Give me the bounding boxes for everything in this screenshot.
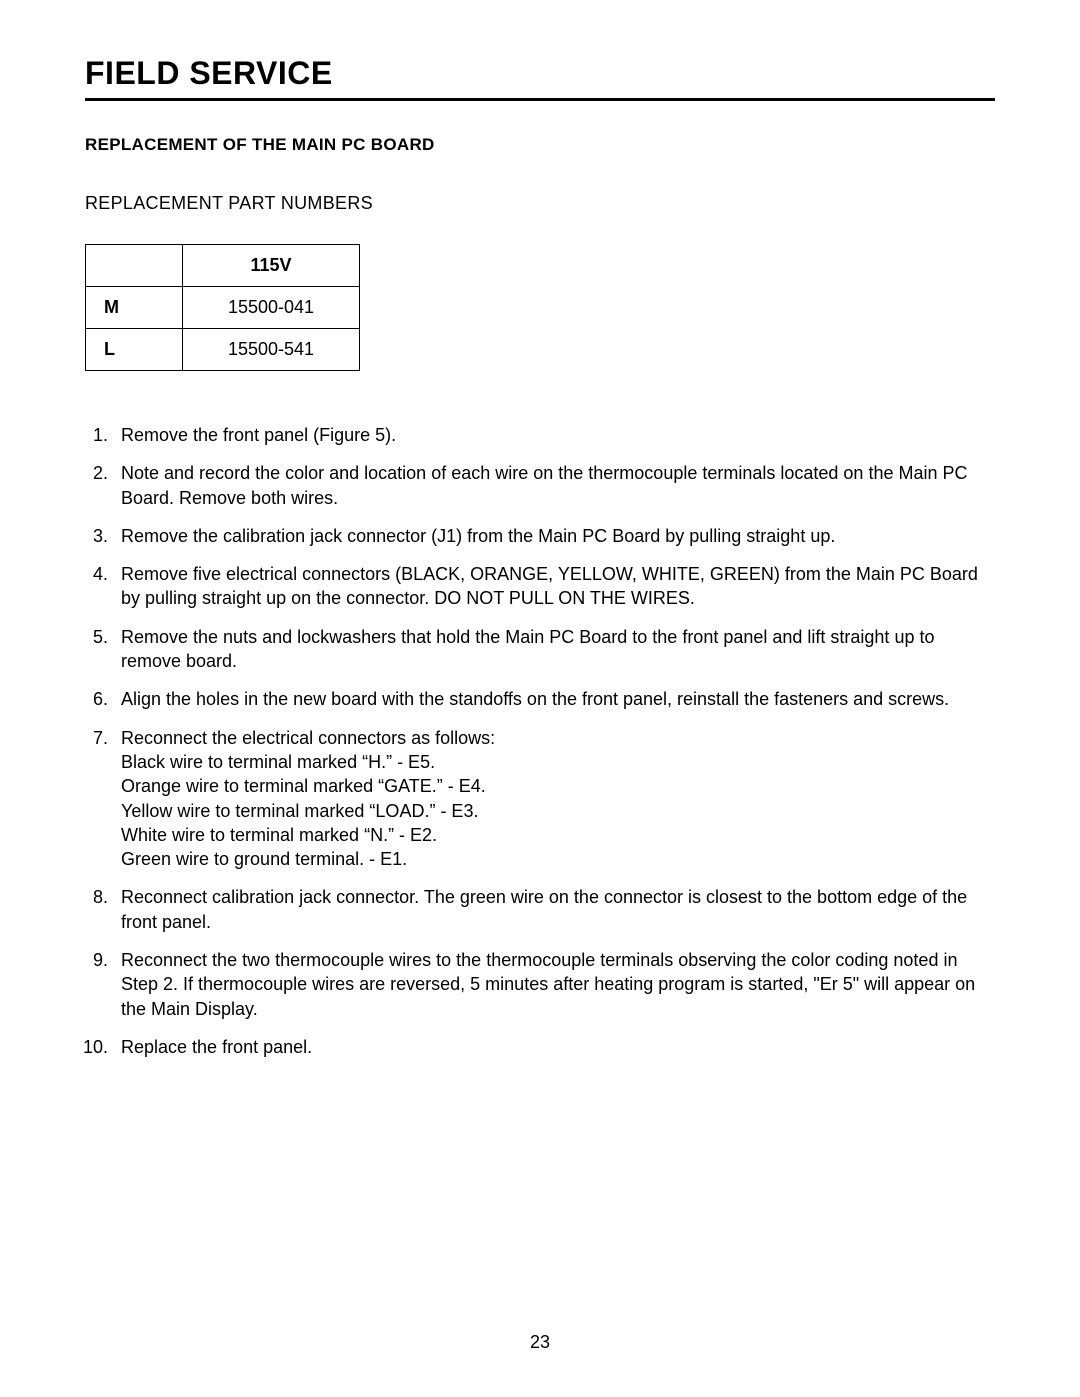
table-row: L 15500-541 xyxy=(86,329,360,371)
list-item: Reconnect calibration jack connector. Th… xyxy=(113,885,995,934)
step-subline: Orange wire to terminal marked “GATE.” -… xyxy=(121,774,995,798)
list-item: Remove the calibration jack connector (J… xyxy=(113,524,995,548)
step-text: Remove five electrical connectors (BLACK… xyxy=(121,564,978,608)
step-subline: Yellow wire to terminal marked “LOAD.” -… xyxy=(121,799,995,823)
list-item: Remove the front panel (Figure 5). xyxy=(113,423,995,447)
step-subline: White wire to terminal marked “N.” - E2. xyxy=(121,823,995,847)
step-text: Remove the nuts and lockwashers that hol… xyxy=(121,627,934,671)
table-header-row: 115V xyxy=(86,245,360,287)
table-row-value: 15500-541 xyxy=(183,329,360,371)
step-text: Reconnect calibration jack connector. Th… xyxy=(121,887,967,931)
list-item: Replace the front panel. xyxy=(113,1035,995,1059)
steps-list: Remove the front panel (Figure 5). Note … xyxy=(85,423,995,1059)
list-item: Align the holes in the new board with th… xyxy=(113,687,995,711)
page: FIELD SERVICE REPLACEMENT OF THE MAIN PC… xyxy=(0,0,1080,1397)
step-text: Note and record the color and location o… xyxy=(121,463,967,507)
table-row-label: L xyxy=(86,329,183,371)
title-rule xyxy=(85,98,995,101)
step-text: Replace the front panel. xyxy=(121,1037,312,1057)
list-item: Reconnect the two thermocouple wires to … xyxy=(113,948,995,1021)
list-item: Reconnect the electrical connectors as f… xyxy=(113,726,995,872)
step-subline: Black wire to terminal marked “H.” - E5. xyxy=(121,750,995,774)
table-row: M 15500-041 xyxy=(86,287,360,329)
part-number-table: 115V M 15500-041 L 15500-541 xyxy=(85,244,360,371)
list-item: Remove the nuts and lockwashers that hol… xyxy=(113,625,995,674)
step-text: Remove the calibration jack connector (J… xyxy=(121,526,835,546)
table-header-voltage: 115V xyxy=(183,245,360,287)
page-number: 23 xyxy=(0,1332,1080,1353)
list-item: Note and record the color and location o… xyxy=(113,461,995,510)
table-row-value: 15500-041 xyxy=(183,287,360,329)
table-header-blank xyxy=(86,245,183,287)
section-heading: REPLACEMENT OF THE MAIN PC BOARD xyxy=(85,135,995,155)
step-text: Remove the front panel (Figure 5). xyxy=(121,425,396,445)
step-text: Reconnect the two thermocouple wires to … xyxy=(121,950,975,1019)
sub-heading: REPLACEMENT PART NUMBERS xyxy=(85,193,995,214)
step-text: Reconnect the electrical connectors as f… xyxy=(121,728,495,748)
page-title: FIELD SERVICE xyxy=(85,55,995,92)
step-text: Align the holes in the new board with th… xyxy=(121,689,949,709)
table-row-label: M xyxy=(86,287,183,329)
step-subline: Green wire to ground terminal. - E1. xyxy=(121,847,995,871)
list-item: Remove five electrical connectors (BLACK… xyxy=(113,562,995,611)
